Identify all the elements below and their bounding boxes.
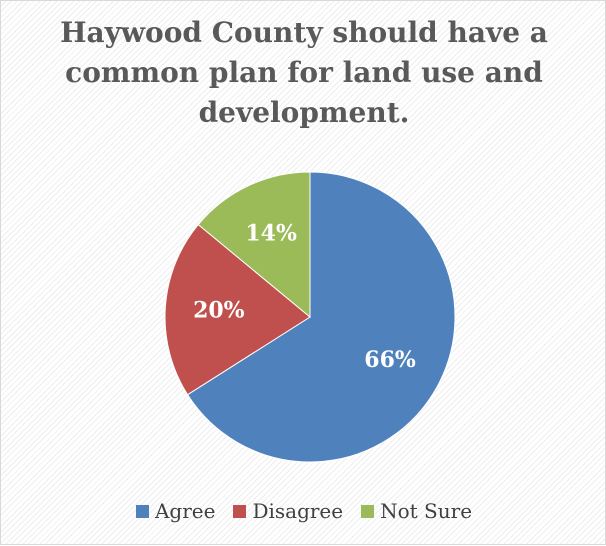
data-label-disagree: 20%: [193, 297, 245, 323]
pie-slice-disagree: [164, 223, 311, 396]
pie-slice-not-sure: [197, 171, 311, 319]
legend-swatch-agree: [135, 504, 149, 518]
legend: Agree Disagree Not Sure: [1, 499, 606, 523]
data-label-not-sure: 14%: [245, 220, 297, 246]
pie-slice-agree: [186, 171, 456, 463]
chart-title: Haywood County should have a common plan…: [60, 16, 548, 129]
legend-label-agree: Agree: [154, 499, 216, 523]
legend-item-disagree: Disagree: [233, 499, 343, 523]
legend-label-not-sure: Not Sure: [380, 499, 473, 523]
legend-item-agree: Agree: [135, 499, 216, 523]
legend-item-not-sure: Not Sure: [361, 499, 472, 523]
legend-label-disagree: Disagree: [252, 499, 344, 523]
legend-swatch-disagree: [233, 504, 247, 518]
data-label-agree: 66%: [364, 347, 416, 373]
legend-swatch-not-sure: [361, 504, 375, 518]
